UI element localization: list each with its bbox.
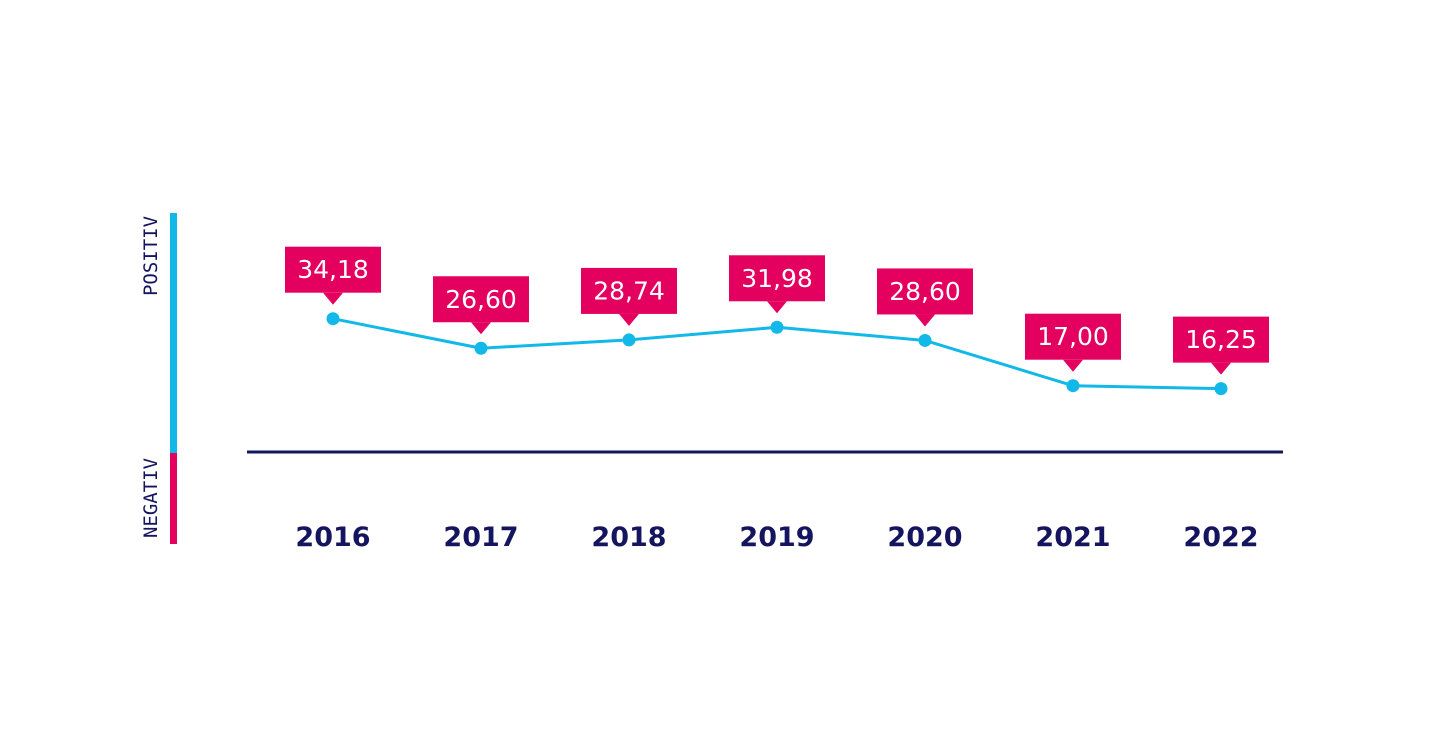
x-tick-label-2022: 2022	[1183, 522, 1258, 553]
data-label-box	[877, 268, 973, 315]
data-label-2022: 16,25	[1173, 316, 1269, 375]
data-label-2021: 17,00	[1025, 313, 1121, 372]
data-label-pointer	[619, 313, 639, 326]
data-label-pointer	[1211, 362, 1231, 375]
data-label-box	[285, 246, 381, 293]
data-point-2022	[1214, 382, 1228, 396]
data-point-2019	[770, 320, 784, 334]
data-label-pointer	[1063, 359, 1083, 372]
x-tick-label-2018: 2018	[591, 522, 666, 553]
data-label-text: 31,98	[741, 264, 813, 293]
x-tick-label-2019: 2019	[739, 522, 814, 553]
x-tick-label-2021: 2021	[1035, 522, 1110, 553]
data-label-2017: 26,60	[433, 276, 529, 335]
data-label-box	[581, 267, 677, 314]
data-label-box	[729, 255, 825, 302]
data-label-2016: 34,18	[285, 246, 381, 305]
negative-bar	[170, 453, 177, 544]
data-label-2019: 31,98	[729, 255, 825, 314]
data-label-pointer	[767, 301, 787, 314]
data-label-box	[433, 276, 529, 323]
data-point-2020	[918, 333, 932, 347]
x-tick-label-2016: 2016	[295, 522, 370, 553]
data-labels: 34,18 26,60 28,74 31,98 28,60 17,00 16,25	[285, 246, 1269, 375]
data-label-text: 28,74	[593, 276, 665, 305]
positive-label: POSITIV	[140, 216, 162, 296]
data-label-pointer	[471, 322, 491, 335]
data-label-text: 34,18	[297, 255, 369, 284]
x-tick-label-2020: 2020	[887, 522, 962, 553]
data-point-2017	[474, 341, 488, 355]
data-label-box	[1025, 313, 1121, 360]
data-point-2016	[326, 312, 340, 326]
positive-bar	[170, 213, 177, 453]
data-label-text: 16,25	[1185, 325, 1257, 354]
sentiment-scale: POSITIV NEGATIV	[140, 213, 177, 544]
data-points	[326, 312, 1228, 396]
data-label-2018: 28,74	[581, 267, 677, 326]
data-label-text: 28,60	[889, 277, 961, 306]
data-label-pointer	[323, 292, 343, 305]
x-tick-label-2017: 2017	[443, 522, 518, 553]
x-axis-tick-labels: 2016 2017 2018 2019 2020 2021 2022	[295, 522, 1258, 553]
data-label-2020: 28,60	[877, 268, 973, 327]
data-label-box	[1173, 316, 1269, 363]
negative-label: NEGATIV	[140, 458, 162, 538]
data-point-2018	[622, 333, 636, 347]
data-point-2021	[1066, 379, 1080, 393]
data-label-text: 17,00	[1037, 322, 1109, 351]
data-label-text: 26,60	[445, 285, 517, 314]
data-label-pointer	[915, 314, 935, 327]
